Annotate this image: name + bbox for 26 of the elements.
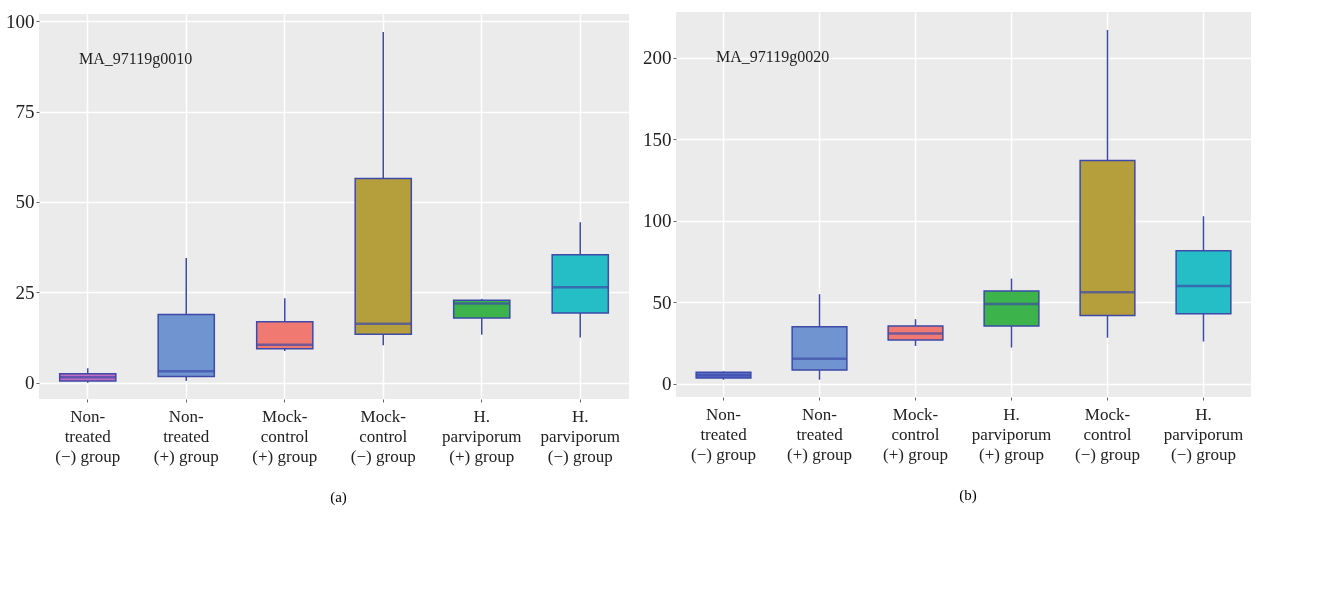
x-tick-label: Non-treated (−) group	[55, 406, 121, 466]
y-tick-label: 50	[652, 291, 672, 313]
x-tick-label: Mock-control (−) group	[350, 406, 416, 466]
y-tick-label: 150	[643, 128, 672, 150]
y-tick-label: 100	[643, 210, 672, 232]
x-tick-label: Mock-control (+) group	[883, 404, 948, 464]
x-tick-label: Mock-control (−) group	[1075, 404, 1140, 464]
x-tick-label: H. parviporum (−) group	[1163, 404, 1244, 464]
x-tick-label: Non-treated (+) group	[787, 404, 852, 464]
x-tick-label: Non-treated (+) group	[153, 406, 219, 466]
x-tick-label: Non-treated (−) group	[691, 404, 756, 464]
text: (a)	[329, 489, 347, 506]
x-tick-label: H. parviporum (−) group	[540, 406, 620, 466]
y-tick-label: 0	[662, 373, 672, 395]
x-tick-label: Mock-control (+) group	[252, 406, 318, 466]
y-tick-label: 200	[643, 47, 672, 69]
y-tick-label: 50	[15, 191, 35, 213]
text: (b)	[958, 487, 977, 504]
y-tick-label: 100	[6, 10, 35, 32]
x-tick-label: H. parviporum (+) group	[442, 406, 522, 466]
annotation: MA_97119g0020	[716, 48, 830, 66]
y-tick-label: 25	[15, 281, 35, 303]
x-tick-label: H. parviporum (+) group	[971, 404, 1052, 464]
annotation: MA_97119g0010	[79, 50, 193, 68]
y-tick-label: 0	[25, 372, 35, 394]
y-tick-label: 75	[15, 101, 35, 123]
